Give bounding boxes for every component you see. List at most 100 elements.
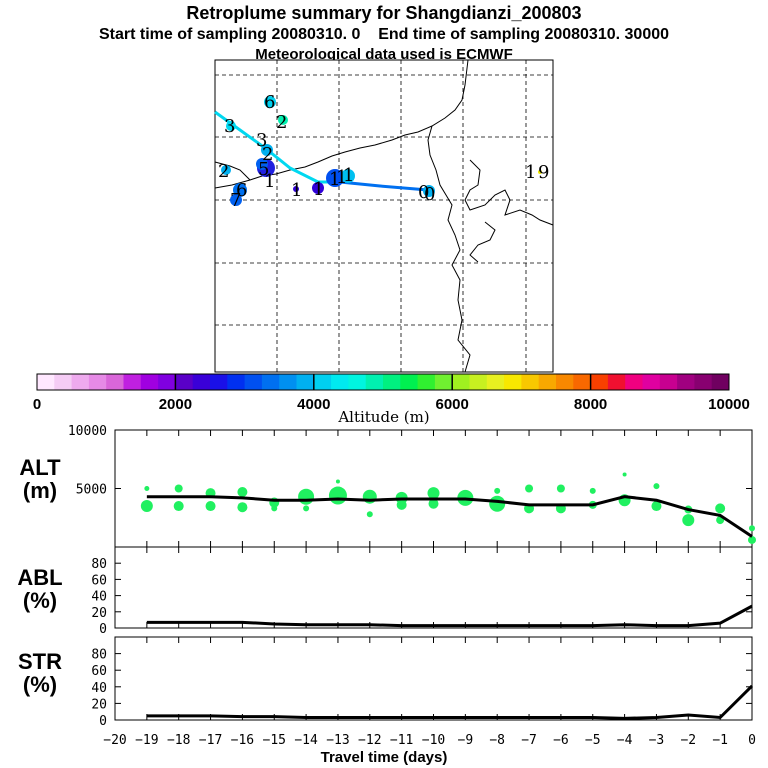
plume-point	[428, 498, 439, 509]
plume-point	[366, 511, 373, 518]
x-tick-label: −15	[263, 733, 286, 748]
trajectory-map: 6 2 3 3 2 2 5 1 6 7 1 1 1 1 1 0 0 1 9	[214, 59, 554, 373]
y-tick-label: 5000	[76, 483, 107, 498]
particle	[264, 96, 276, 108]
colorbar-swatch	[417, 374, 436, 390]
y-tick-label: 20	[91, 697, 107, 712]
particle	[293, 186, 299, 192]
plume-point	[303, 505, 310, 512]
plume-point	[237, 502, 248, 513]
map-number-label: 1	[313, 179, 324, 200]
colorbar-tick-label: 8000	[574, 396, 607, 413]
plume-point	[335, 479, 340, 484]
particle	[230, 194, 242, 206]
map-frame	[214, 59, 554, 373]
y-tick-label: 20	[91, 606, 107, 621]
colorbar-swatch	[348, 374, 367, 390]
chart-title: Retroplume summary for Shangdianzi_20080…	[186, 3, 582, 23]
colorbar-swatch	[659, 374, 678, 390]
panel-label-str: STR (%)	[0, 650, 80, 696]
plume-point	[140, 500, 153, 513]
colorbar-swatch	[365, 374, 384, 390]
colorbar-tick-label: 10000	[708, 396, 750, 413]
x-tick-label: −9	[458, 733, 474, 748]
colorbar-swatch	[244, 374, 263, 390]
panel-label-line: ABL	[17, 565, 63, 590]
colorbar-swatch	[140, 374, 159, 390]
x-tick-label: −20	[103, 733, 126, 748]
colorbar-swatch	[625, 374, 643, 390]
plume-point	[298, 488, 315, 505]
x-tick-label: −12	[358, 733, 381, 748]
plume-point	[494, 487, 501, 494]
colorbar-swatch	[106, 374, 124, 390]
map-number-label: 5	[258, 159, 269, 180]
panel-alt: 5000 10000	[68, 424, 756, 548]
plume-point	[174, 484, 183, 493]
x-tick-label: −6	[553, 733, 569, 748]
plume-point	[525, 484, 534, 493]
colorbar-swatch	[400, 374, 419, 390]
panel-label-unit: (m)	[22, 478, 58, 503]
colorbar-swatch	[192, 374, 211, 390]
colorbar-swatch	[521, 374, 540, 390]
plume-point	[173, 501, 184, 512]
colorbar-swatch	[227, 374, 246, 390]
abl-series-line	[146, 604, 753, 628]
plume-point	[653, 483, 660, 490]
y-tick-label: 40	[91, 681, 107, 696]
plume-point	[556, 484, 565, 493]
map-number-label: 3	[256, 130, 267, 151]
panel-frame	[114, 636, 753, 721]
particle	[423, 185, 435, 197]
colorbar-swatch	[210, 374, 228, 390]
colorbar-swatch	[279, 374, 297, 390]
colorbar-swatch	[37, 374, 55, 390]
plume-point	[622, 472, 627, 477]
panel-label-line: STR	[18, 649, 62, 674]
x-tick-label: −19	[135, 733, 158, 748]
colorbar-swatch	[711, 374, 730, 390]
panel-label-abl: ABL (%)	[0, 566, 80, 612]
x-tick-label: −3	[649, 733, 665, 748]
y-tick-label: 0	[99, 714, 107, 729]
colorbar-tick-label: 2000	[159, 396, 192, 413]
colorbar-swatch	[71, 374, 90, 390]
x-tick-label: −8	[489, 733, 505, 748]
colorbar-title: Altitude (m)	[338, 408, 430, 426]
plume-point	[144, 486, 150, 491]
particle	[538, 170, 542, 174]
x-tick-labels: −20 −19 −18 −17 −16 −15 −14 −13 −12 −11 −10 −9 −8 −7−…	[103, 733, 756, 748]
particle	[278, 115, 288, 125]
colorbar-swatch	[383, 374, 401, 390]
map-number-label: 2	[218, 161, 229, 182]
colorbar-frame	[36, 373, 730, 391]
str-series-line	[146, 684, 754, 720]
particle	[226, 121, 236, 131]
colorbar-tick-labels: 0 2000 4000 6000 8000 10000	[33, 396, 750, 413]
particle	[256, 158, 268, 170]
particle	[312, 182, 324, 194]
panel-label-unit: (%)	[22, 672, 58, 697]
panel-label-line: ALT	[19, 455, 61, 480]
plume-point	[715, 503, 726, 514]
map-number-label: 7	[230, 190, 241, 211]
colorbar-swatch	[573, 374, 592, 390]
y-tick-label: 80	[91, 648, 107, 663]
x-axis-label: Travel time (days)	[320, 749, 448, 766]
map-number-label: 6	[264, 92, 275, 113]
x-tick-label: −2	[680, 733, 696, 748]
colorbar-swatch	[331, 374, 349, 390]
map-number-label: 9	[538, 162, 549, 183]
colorbar-tick-label: 6000	[436, 396, 469, 413]
particle	[341, 169, 355, 183]
plume-point	[271, 505, 278, 512]
y-tick-label: 0	[99, 622, 107, 637]
map-number-label: 0	[418, 182, 429, 203]
plume-point	[237, 487, 248, 498]
x-tick-label: −18	[167, 733, 190, 748]
plume-point	[328, 486, 347, 505]
y-tick-label: 10000	[68, 424, 107, 439]
